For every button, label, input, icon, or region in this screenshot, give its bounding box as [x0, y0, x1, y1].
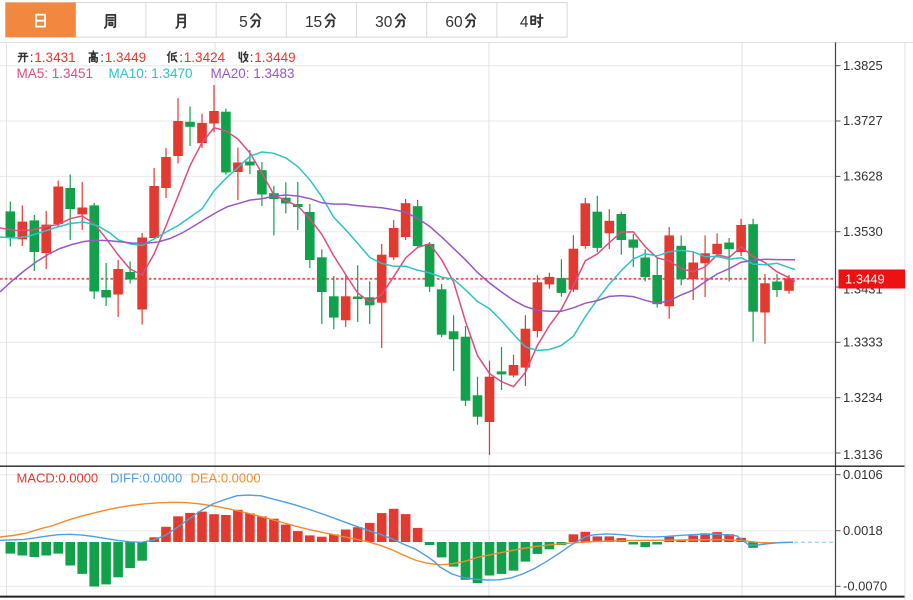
svg-text:1.3727: 1.3727	[843, 113, 883, 128]
svg-text:15: 15	[305, 14, 322, 31]
svg-text:DEA:0.0000: DEA:0.0000	[191, 471, 261, 486]
svg-text:5: 5	[239, 14, 248, 31]
svg-text:30: 30	[375, 14, 393, 31]
svg-text::: :	[30, 50, 34, 65]
svg-text:1.3431: 1.3431	[34, 50, 75, 65]
svg-text:1.3234: 1.3234	[843, 390, 883, 405]
svg-text:1.3825: 1.3825	[843, 58, 883, 73]
svg-text:1.3449: 1.3449	[254, 50, 295, 65]
svg-text:1.3333: 1.3333	[843, 335, 883, 350]
svg-text:60: 60	[445, 14, 463, 31]
svg-text:0.0018: 0.0018	[843, 523, 883, 538]
svg-text:MA5: 1.3451: MA5: 1.3451	[17, 66, 94, 81]
svg-text:4: 4	[520, 14, 529, 31]
svg-text::: :	[250, 50, 254, 65]
svg-text:MACD:0.0000: MACD:0.0000	[17, 471, 99, 486]
svg-text:0.0106: 0.0106	[843, 467, 883, 482]
svg-text:-0.0070: -0.0070	[843, 579, 887, 594]
svg-text::: :	[100, 50, 104, 65]
svg-text:1.3449: 1.3449	[105, 50, 146, 65]
svg-text::: :	[179, 50, 183, 65]
svg-text:1.3530: 1.3530	[843, 224, 883, 239]
svg-text:1.3136: 1.3136	[843, 447, 883, 462]
svg-text:1.3449: 1.3449	[845, 272, 885, 287]
svg-text:MA10: 1.3470: MA10: 1.3470	[109, 66, 193, 81]
svg-text:MA20: 1.3483: MA20: 1.3483	[211, 66, 295, 81]
svg-text:DIFF:0.0000: DIFF:0.0000	[110, 471, 182, 486]
svg-text:1.3628: 1.3628	[843, 169, 883, 184]
svg-text:1.3424: 1.3424	[184, 50, 226, 65]
